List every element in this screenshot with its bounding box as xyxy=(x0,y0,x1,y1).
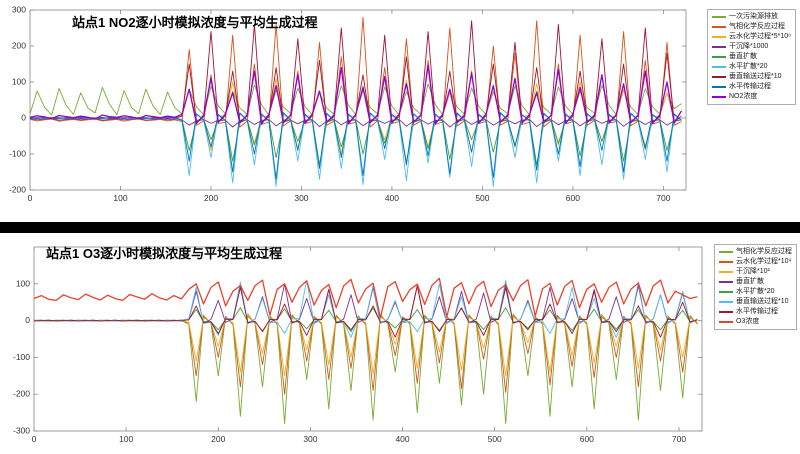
legend-item-label: 气相化学反应过程 xyxy=(736,248,792,255)
series-line xyxy=(29,112,682,180)
legend-item: 云水化学过程*5*10⁶ xyxy=(711,33,791,41)
x-tick-label: 600 xyxy=(566,193,580,203)
legend-line-swatch xyxy=(711,66,726,68)
legend-item-label: NO2浓度 xyxy=(728,93,758,100)
legend-item-label: 云水化学过程*10⁴ xyxy=(736,258,792,265)
y-tick-label: 0 xyxy=(25,315,30,325)
legend-item-label: 干沉降*1000 xyxy=(728,43,769,50)
legend-line-swatch xyxy=(711,16,726,18)
x-tick-label: 500 xyxy=(488,434,502,444)
plot-box xyxy=(29,9,687,191)
legend-line-swatch xyxy=(719,271,733,273)
legend-line-swatch xyxy=(719,301,733,303)
legend-item-label: 水平传输过程 xyxy=(728,83,771,90)
legend-item: 垂直输送过程*10 xyxy=(719,298,792,306)
legend-item: 水平传输过程 xyxy=(711,83,791,91)
legend-item-label: 干沉降*10² xyxy=(736,268,770,275)
y-tick-label: -200 xyxy=(9,185,26,195)
legend-item: 水平扩散*20 xyxy=(719,288,792,296)
series-line xyxy=(29,16,682,128)
legend-item: 水平扩散*20 xyxy=(711,63,791,71)
x-tick-label: 0 xyxy=(28,193,33,203)
x-tick-label: 500 xyxy=(475,193,489,203)
y-tick-label: -100 xyxy=(9,149,26,159)
panel-divider xyxy=(0,222,800,233)
legend-item: 垂直扩散 xyxy=(719,278,792,286)
legend-item-label: 垂直输送过程*10 xyxy=(736,298,789,305)
legend-line-swatch xyxy=(719,251,733,253)
o3-legend: 气相化学反应过程 云水化学过程*10⁴ 干沉降*10² 垂直扩散水平扩散*20 垂直输送… xyxy=(714,244,797,330)
legend-line-swatch xyxy=(711,96,726,98)
legend-line-swatch xyxy=(719,261,733,263)
legend-line-swatch xyxy=(711,36,726,38)
x-tick-label: 700 xyxy=(656,193,670,203)
legend-item-label: 垂直输送过程*10 xyxy=(728,73,782,80)
legend-line-swatch xyxy=(711,26,726,28)
legend-item: 垂直扩散 xyxy=(711,53,791,61)
x-tick-label: 0 xyxy=(32,434,37,444)
no2-legend: 一次污染源排放 气相化学反应过程 云水化学过程*5*10⁶ 干沉降*1000 垂直扩散水… xyxy=(706,9,796,105)
y-tick-label: 100 xyxy=(12,77,26,87)
y-tick-label: 300 xyxy=(12,5,26,15)
x-tick-label: 300 xyxy=(303,434,317,444)
no2-panel: 站点1 NO2逐小时模拟浓度与平均生成过程 300 200 100 0 -100 -200… xyxy=(0,0,800,222)
legend-line-swatch xyxy=(719,291,733,293)
x-tick-label: 100 xyxy=(119,434,133,444)
legend-item: 一次污染源排放 xyxy=(711,13,791,21)
x-tick-label: 200 xyxy=(204,193,218,203)
x-tick-label: 700 xyxy=(672,434,686,444)
legend-item: 云水化学过程*10⁴ xyxy=(719,258,792,266)
y-tick-label: 200 xyxy=(12,41,26,51)
legend-item-label: 水平扩散*20 xyxy=(728,63,768,70)
legend-item: 垂直输送过程*10 xyxy=(711,73,791,81)
o3-panel: 站点1 O3逐小时模拟浓度与平均生成过程 100 0 -100 -200 -300 0 10… xyxy=(0,233,800,454)
legend-line-swatch xyxy=(711,56,726,58)
legend-item-label: 云水化学过程*5*10⁶ xyxy=(728,33,791,40)
y-tick-label: -300 xyxy=(13,426,30,436)
legend-item: 干沉降*10² xyxy=(719,268,792,276)
legend-item-label: O3浓度 xyxy=(736,318,760,325)
legend-line-swatch xyxy=(719,311,733,313)
series-line xyxy=(33,315,698,395)
y-tick-label: 0 xyxy=(21,113,26,123)
y-tick-label: 100 xyxy=(16,278,30,288)
o3-chart-title: 站点1 O3逐小时模拟浓度与平均生成过程 xyxy=(46,246,283,261)
x-tick-label: 300 xyxy=(294,193,308,203)
series-line xyxy=(33,277,698,319)
legend-item-label: 一次污染源排放 xyxy=(728,13,778,20)
legend-line-swatch xyxy=(711,76,726,78)
series-line xyxy=(33,285,698,338)
legend-item: 水平传输过程 xyxy=(719,308,792,316)
legend-line-swatch xyxy=(711,86,726,88)
legend-item: 气相化学反应过程 xyxy=(719,248,792,256)
legend-item: O3浓度 xyxy=(719,318,792,326)
x-tick-label: 400 xyxy=(385,193,399,203)
legend-item: NO2浓度 xyxy=(711,93,791,101)
x-tick-label: 200 xyxy=(211,434,225,444)
legend-item: 气相化学反应过程 xyxy=(711,23,791,31)
plot-box xyxy=(33,246,703,432)
legend-line-swatch xyxy=(711,46,726,48)
legend-item-label: 水平传输过程 xyxy=(736,308,778,315)
legend-item-label: 垂直扩散 xyxy=(728,53,757,60)
legend-item: 干沉降*1000 xyxy=(711,43,791,51)
series-line xyxy=(29,65,683,125)
x-tick-label: 600 xyxy=(580,434,594,444)
legend-item-label: 水平扩散*20 xyxy=(736,288,775,295)
x-tick-label: 100 xyxy=(113,193,127,203)
series-line xyxy=(33,313,698,425)
x-tick-label: 400 xyxy=(395,434,409,444)
legend-item-label: 垂直扩散 xyxy=(736,278,764,285)
no2-chart-title: 站点1 NO2逐小时模拟浓度与平均生成过程 xyxy=(72,15,318,30)
legend-item-label: 气相化学反应过程 xyxy=(728,23,785,30)
y-tick-label: -200 xyxy=(13,389,30,399)
legend-line-swatch xyxy=(719,321,733,323)
y-tick-label: -100 xyxy=(13,352,30,362)
legend-line-swatch xyxy=(719,281,733,283)
